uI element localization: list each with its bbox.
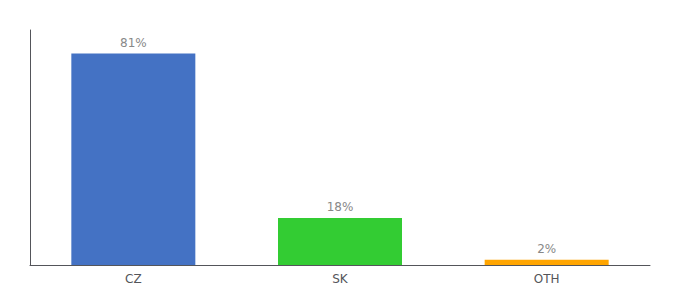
svg-text:CZ: CZ — [125, 272, 142, 286]
svg-text:SK: SK — [332, 272, 349, 286]
svg-text:18%: 18% — [327, 200, 354, 214]
svg-text:2%: 2% — [537, 242, 556, 256]
svg-text:OTH: OTH — [534, 272, 560, 286]
svg-text:81%: 81% — [120, 36, 147, 50]
